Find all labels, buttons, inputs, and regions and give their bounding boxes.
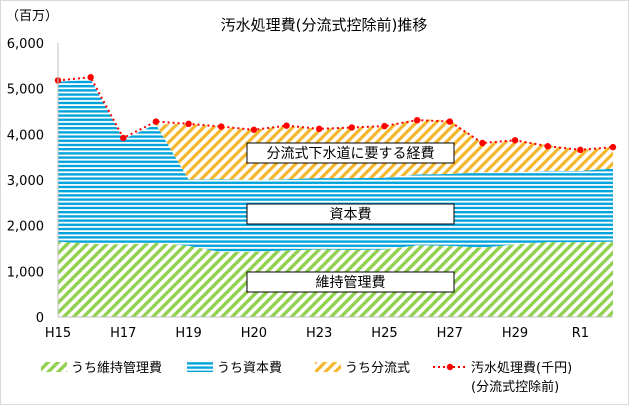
x-tick-label: H23	[306, 326, 332, 341]
x-tick-label: H27	[437, 326, 463, 341]
y-tick-label: 4,000	[7, 128, 44, 143]
legend-label-total: 汚水処理費(千円)	[471, 361, 572, 376]
area-separate	[58, 79, 613, 180]
total-point	[609, 143, 617, 151]
total-point	[446, 118, 453, 125]
legend-swatch-capital	[187, 362, 213, 372]
total-point	[511, 137, 519, 144]
legend-item-capital: うち資本費	[187, 361, 282, 376]
legend-item-total: 汚水処理費(千円) (分流式控除前)	[433, 361, 572, 395]
total-line-layer	[54, 74, 617, 154]
total-point	[87, 74, 94, 81]
y-tick-label: 6,000	[7, 37, 44, 52]
total-point	[315, 125, 323, 133]
y-tick-label: 3,000	[7, 174, 44, 189]
total-point	[218, 123, 225, 130]
annotation-capital-cost: 資本費	[246, 203, 455, 225]
x-tick-label: H20	[241, 326, 267, 341]
x-tick-label: H29	[502, 326, 528, 341]
x-tick-label: H17	[110, 326, 136, 341]
x-tick-label: H19	[175, 326, 201, 341]
annotation-capital-cost-text: 資本費	[330, 207, 372, 223]
total-point	[152, 118, 160, 125]
x-tick-label: H15	[45, 326, 71, 341]
y-tick-label: 5,000	[7, 83, 44, 98]
x-tick-labels: H15 H17 H19 H20 H23 H25 H27 H29 R1	[45, 326, 589, 341]
legend-label-maintenance: うち維持管理費	[71, 361, 162, 376]
total-point	[577, 146, 584, 154]
x-tick-label: R1	[572, 326, 589, 341]
total-line	[57, 76, 614, 151]
legend-label-separate: うち分流式	[345, 361, 410, 376]
annotation-maintenance-cost-text: 維持管理費	[316, 275, 386, 291]
legend-marker-total	[446, 363, 454, 371]
legend-swatch-maintenance	[41, 362, 67, 372]
total-point	[348, 124, 356, 131]
total-point	[185, 120, 192, 128]
unit-label: （百万）	[6, 9, 58, 24]
legend-item-separate: うち分流式	[315, 361, 410, 376]
legend-label-capital: うち資本費	[217, 361, 282, 376]
y-tick-labels: 0 1,000 2,000 3,000 4,000 5,000 6,000	[7, 37, 44, 326]
legend-item-maintenance: うち維持管理費	[41, 361, 162, 376]
total-point	[381, 122, 388, 130]
total-point	[120, 134, 127, 142]
area-capital	[58, 79, 613, 253]
total-point	[413, 116, 421, 124]
total-point	[250, 126, 258, 133]
y-tick-label: 1,000	[7, 265, 44, 280]
y-tick-label: 2,000	[7, 220, 44, 235]
legend: うち維持管理費 うち資本費 うち分流式 汚水処理費(千円) (分流式控除前)	[41, 361, 572, 395]
chart-title: 汚水処理費(分流式控除前)推移	[221, 16, 428, 34]
legend-swatch-separate	[315, 362, 341, 372]
axes	[57, 43, 613, 318]
x-tick-label: H25	[371, 326, 397, 341]
total-point	[283, 122, 290, 129]
annotation-maintenance-cost: 維持管理費	[246, 271, 455, 293]
legend-label-total-line2: (分流式控除前)	[471, 379, 559, 395]
total-point	[479, 139, 486, 147]
y-tick-label: 0	[36, 311, 44, 326]
annotation-separate-sewer: 分流式下水道に要する経費	[246, 142, 455, 164]
annotation-separate-sewer-text: 分流式下水道に要する経費	[267, 146, 435, 162]
total-point	[544, 143, 551, 150]
